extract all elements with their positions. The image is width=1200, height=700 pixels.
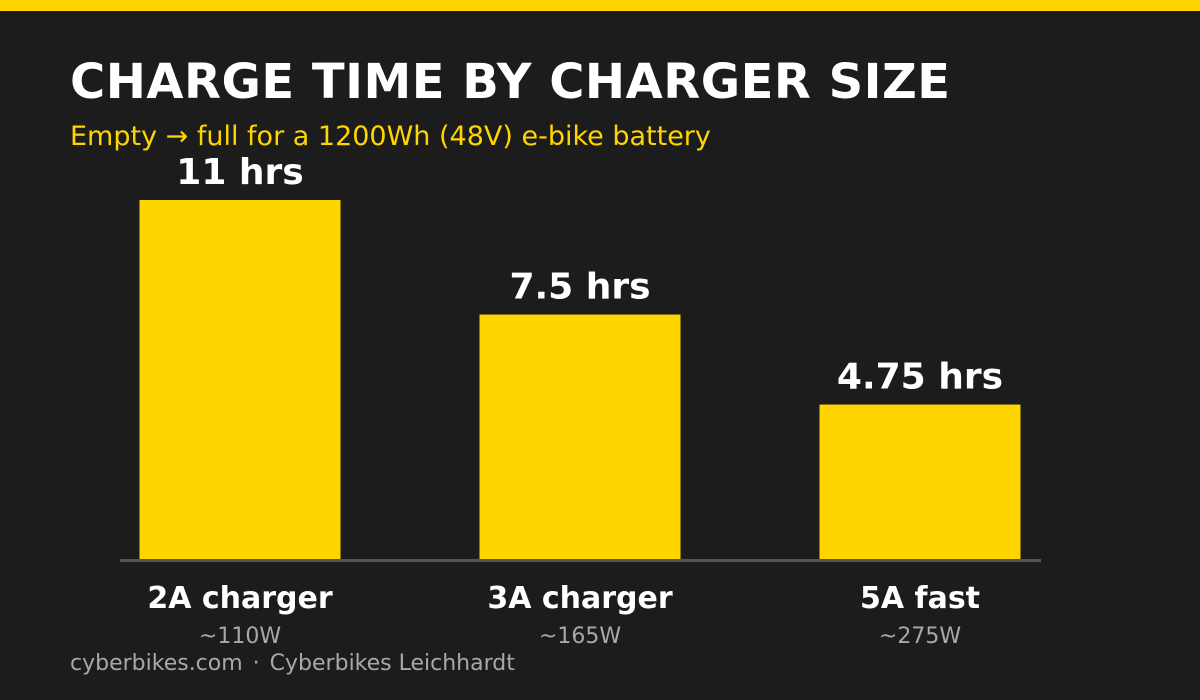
chart-subtitle: Empty → full for a 1200Wh (48V) e-bike b…: [70, 121, 711, 152]
category-label: 3A charger: [487, 581, 673, 616]
category-label: 5A fast: [860, 581, 980, 616]
footer: cyberbikes.com · Cyberbikes Leichhardt: [70, 651, 515, 676]
category-sublabel: ~110W: [199, 624, 281, 649]
footer-separator: ·: [252, 651, 260, 676]
category-label: 2A charger: [147, 581, 333, 616]
category-sublabel: ~275W: [879, 624, 961, 649]
chart-title: CHARGE TIME BY CHARGER SIZE: [70, 54, 951, 110]
bar: [819, 404, 1021, 560]
bar: [139, 200, 341, 560]
footer-site: cyberbikes.com: [70, 651, 243, 676]
category-sublabel: ~165W: [539, 624, 621, 649]
bar-value-label: 11 hrs: [176, 152, 303, 193]
top-accent-stripe: [0, 0, 1200, 11]
bar-value-label: 7.5 hrs: [509, 267, 650, 308]
bar: [479, 314, 681, 560]
bar-value-label: 4.75 hrs: [837, 357, 1003, 398]
footer-store: Cyberbikes Leichhardt: [269, 651, 515, 676]
